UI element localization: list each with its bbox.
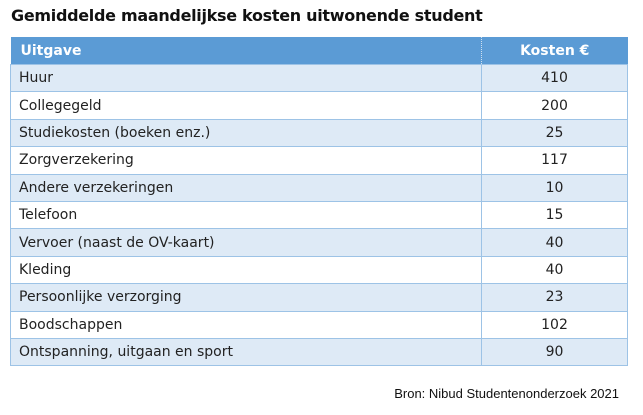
cell-uitgave: Ontspanning, uitgaan en sport	[10, 337, 482, 367]
cell-kosten: 25	[481, 118, 628, 148]
page-title: Gemiddelde maandelijkse kosten uitwonend…	[11, 6, 483, 25]
cell-uitgave: Telefoon	[10, 200, 482, 230]
cell-kosten: 23	[481, 283, 628, 312]
cell-uitgave: Boodschappen	[10, 310, 482, 339]
cell-kosten: 15	[481, 200, 628, 230]
table-row: Huur 410	[10, 63, 628, 93]
cost-table: Uitgave Kosten € Huur 410 Collegegeld 200 St…	[10, 37, 628, 367]
cell-kosten: 10	[481, 173, 628, 202]
cell-uitgave: Persoonlijke verzorging	[10, 283, 482, 312]
table-row: Boodschappen 102	[10, 310, 628, 339]
table-row: Collegegeld 200	[10, 91, 628, 120]
cell-uitgave: Huur	[10, 63, 482, 93]
cell-kosten: 40	[481, 228, 628, 257]
cell-uitgave: Kleding	[10, 255, 482, 285]
cell-kosten: 102	[481, 310, 628, 339]
cell-uitgave: Zorgverzekering	[10, 146, 482, 175]
table-row: Kleding 40	[10, 255, 628, 285]
table-row: Studiekosten (boeken enz.) 25	[10, 118, 628, 148]
table-row: Persoonlijke verzorging 23	[10, 283, 628, 312]
cell-uitgave: Andere verzekeringen	[10, 173, 482, 202]
table-header-row: Uitgave Kosten €	[10, 37, 628, 65]
table-row: Andere verzekeringen 10	[10, 173, 628, 202]
header-uitgave: Uitgave	[10, 37, 482, 65]
cell-kosten: 117	[481, 146, 628, 175]
cell-uitgave: Vervoer (naast de OV-kaart)	[10, 228, 482, 257]
cell-kosten: 90	[481, 337, 628, 367]
header-kosten: Kosten €	[481, 37, 628, 65]
table-row: Telefoon 15	[10, 200, 628, 230]
cell-kosten: 410	[481, 63, 628, 93]
cell-kosten: 40	[481, 255, 628, 285]
cell-kosten: 200	[481, 91, 628, 120]
table-row: Vervoer (naast de OV-kaart) 40	[10, 228, 628, 257]
cell-uitgave: Studiekosten (boeken enz.)	[10, 118, 482, 148]
source-note: Bron: Nibud Studentenonderzoek 2021	[394, 386, 619, 401]
table-row: Zorgverzekering 117	[10, 146, 628, 175]
cell-uitgave: Collegegeld	[10, 91, 482, 120]
table-row: Ontspanning, uitgaan en sport 90	[10, 337, 628, 367]
